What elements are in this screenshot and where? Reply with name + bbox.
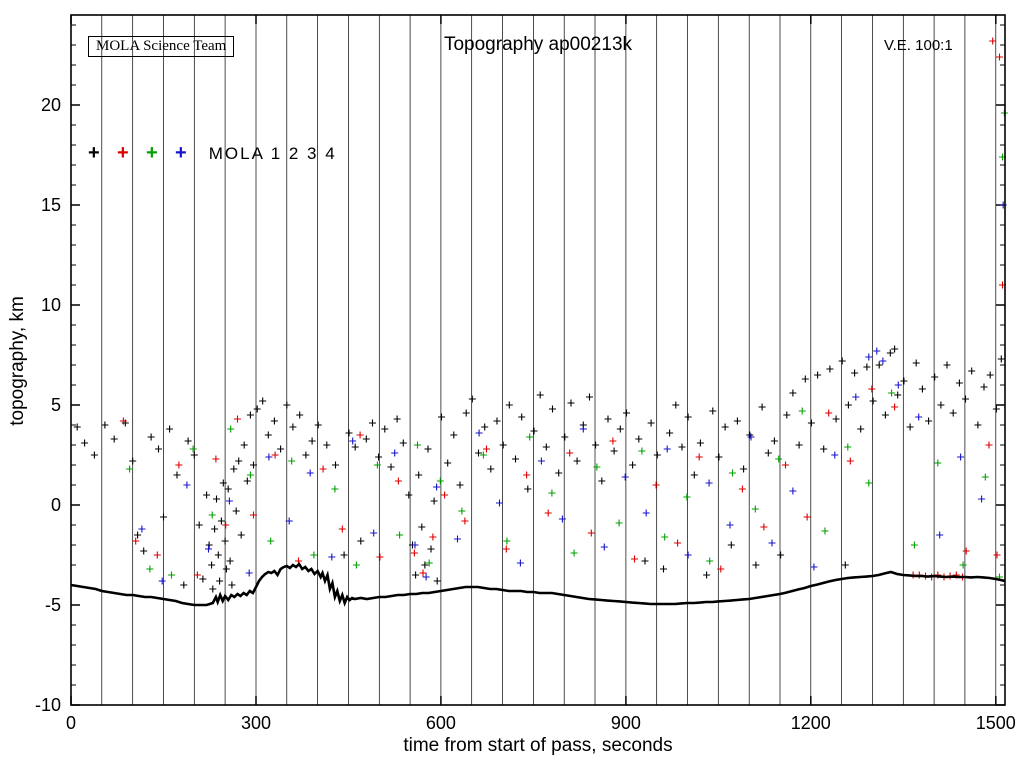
svg-text:1200: 1200 [791,713,831,733]
y-axis-label: topography, km [7,296,28,426]
svg-text:600: 600 [426,713,456,733]
svg-text:900: 900 [611,713,641,733]
svg-text:10: 10 [41,295,61,315]
svg-text:300: 300 [241,713,271,733]
x-axis-label: time from start of pass, seconds [403,735,673,756]
mola-science-team-badge: MOLA Science Team [88,36,235,57]
svg-text:15: 15 [41,195,61,215]
legend-marker-icon: + [146,142,158,164]
svg-text:1500: 1500 [976,713,1016,733]
legend-label: MOLA 1 2 3 4 [208,144,337,163]
svg-text:5: 5 [51,395,61,415]
chart-title: Topography ap00213k [443,34,633,55]
legend-marker-icon: + [175,142,187,164]
legend-marker-icon: + [117,142,129,164]
legend-marker-icon: + [88,142,100,164]
svg-text:20: 20 [41,95,61,115]
svg-text:-10: -10 [35,695,61,715]
svg-text:-5: -5 [45,595,61,615]
svg-text:0: 0 [51,495,61,515]
legend-markers: + + + + [88,142,204,164]
vertical-exaggeration-label: V.E. 100:1 [884,37,953,54]
legend: + + + + MOLA 1 2 3 4 [88,142,337,165]
svg-text:0: 0 [66,713,76,733]
